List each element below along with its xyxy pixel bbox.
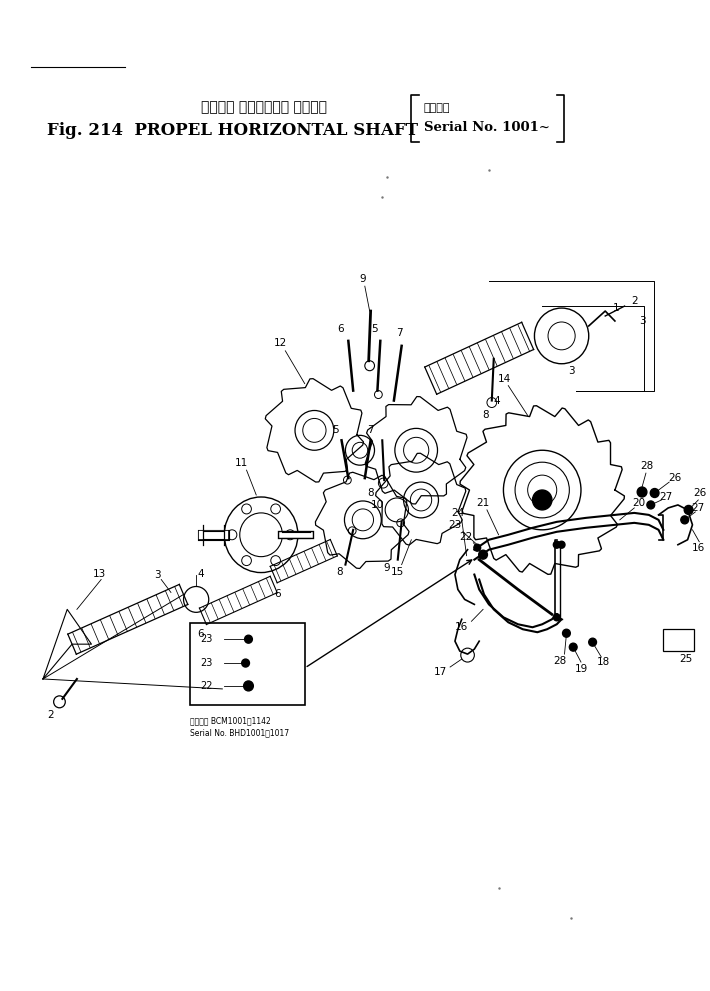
Text: 6: 6 [274, 590, 281, 600]
Circle shape [562, 629, 570, 637]
Circle shape [241, 659, 249, 667]
Text: 4: 4 [197, 569, 204, 579]
Text: 15: 15 [391, 567, 405, 577]
Text: 適用号機: 適用号機 [424, 103, 450, 113]
Text: 6: 6 [197, 629, 204, 639]
Circle shape [681, 516, 689, 524]
Bar [190, 623, 305, 705]
Text: 11: 11 [235, 458, 248, 468]
Text: 25: 25 [679, 654, 692, 664]
Circle shape [479, 550, 488, 559]
Text: 26: 26 [668, 473, 682, 483]
Circle shape [650, 489, 659, 497]
Text: 23: 23 [200, 658, 212, 668]
Text: 4: 4 [493, 395, 500, 405]
Text: 2: 2 [631, 296, 638, 306]
Text: 23: 23 [200, 634, 212, 644]
Text: 8: 8 [483, 410, 489, 420]
Text: 28: 28 [640, 461, 653, 471]
Text: 1: 1 [613, 303, 619, 313]
Text: 2: 2 [48, 710, 54, 719]
Text: 24: 24 [452, 508, 464, 518]
Text: 21: 21 [476, 497, 490, 508]
Text: 13: 13 [92, 569, 106, 579]
Text: 22: 22 [200, 681, 212, 691]
Text: 16: 16 [455, 622, 469, 632]
Text: 20: 20 [633, 497, 645, 508]
Text: 7: 7 [396, 328, 403, 338]
Text: 26: 26 [694, 488, 707, 498]
Circle shape [474, 544, 481, 551]
Circle shape [532, 490, 552, 510]
Text: 23: 23 [448, 520, 462, 530]
Text: Fig. 214  PROPEL HORIZONTAL SHAFT: Fig. 214 PROPEL HORIZONTAL SHAFT [47, 122, 417, 139]
Text: 9: 9 [359, 275, 366, 284]
Circle shape [684, 505, 693, 514]
Text: 3: 3 [639, 316, 645, 326]
Text: 6: 6 [337, 324, 344, 334]
Circle shape [245, 635, 252, 643]
Text: 8: 8 [367, 488, 374, 498]
Circle shape [553, 613, 560, 620]
Circle shape [569, 643, 577, 651]
Text: 28: 28 [553, 656, 567, 666]
Text: Serial No. BHD1001～1017: Serial No. BHD1001～1017 [190, 728, 290, 737]
Text: 22: 22 [459, 532, 472, 542]
Text: 19: 19 [574, 664, 588, 674]
Text: 16: 16 [692, 543, 705, 553]
Circle shape [244, 681, 253, 691]
Bar [663, 629, 694, 651]
Circle shape [637, 487, 647, 497]
Text: 3: 3 [568, 366, 574, 376]
Text: 5: 5 [371, 324, 378, 334]
Text: 9: 9 [384, 563, 390, 573]
Text: 27: 27 [660, 492, 673, 502]
Text: 27: 27 [692, 502, 705, 513]
Circle shape [553, 541, 560, 548]
Text: Serial No. 1001~: Serial No. 1001~ [424, 121, 550, 134]
Circle shape [558, 541, 565, 548]
Circle shape [647, 501, 655, 509]
Text: 適用番号 BCM1001～1142: 適用番号 BCM1001～1142 [190, 716, 271, 725]
Text: プロペル ホリゾンタル シャフト: プロペル ホリゾンタル シャフト [201, 100, 327, 114]
Text: 3: 3 [154, 570, 160, 580]
Text: 18: 18 [596, 657, 610, 667]
Text: 14: 14 [498, 374, 511, 384]
Text: 17: 17 [434, 667, 447, 677]
Text: 8: 8 [337, 567, 343, 577]
Text: 12: 12 [274, 338, 287, 348]
Text: 5: 5 [332, 425, 339, 435]
Text: 7: 7 [367, 425, 374, 435]
Circle shape [589, 638, 596, 646]
Text: 10: 10 [371, 499, 384, 510]
